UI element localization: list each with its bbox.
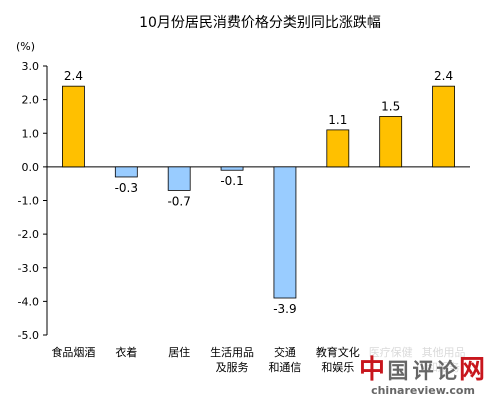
data-label: -0.7 [167,194,190,208]
watermark-char: 论 [437,358,459,383]
data-label: 2.4 [434,69,453,83]
y-tick-label: 0.0 [22,161,40,174]
category-label: 食品烟酒 [51,345,95,359]
bar [326,129,350,168]
category-label: 生活用品 [210,345,254,359]
data-label: -0.1 [220,174,243,188]
category-label: 及服务 [216,361,249,374]
data-label: -3.9 [273,302,296,316]
category-label: 教育文化 [316,345,360,359]
y-tick-label: 3.0 [22,60,40,73]
chart-title: 10月份居民消费价格分类别同比涨跌幅 [139,15,381,31]
y-tick-label: -3.0 [18,262,39,275]
watermark-char: 评 [413,358,434,383]
axes: 3.0 2.0 1.0 0.0 -1.0 -2.0 -3.0 -4.0 -5.0 [18,60,470,342]
category-label: 居住 [168,345,190,359]
category-label: 和通信 [268,361,301,374]
bar [273,166,297,299]
y-tick-label: -2.0 [18,228,39,241]
watermark-char: 网 [459,355,485,385]
data-labels: 2.4 -0.3 -0.7 -0.1 -3.9 1.1 1.5 2.4 [64,69,453,316]
data-label: 1.1 [328,113,347,127]
watermark-backdrop [360,343,492,399]
y-tick-label: -4.0 [18,295,39,308]
y-tick-label: 2.0 [22,94,40,107]
watermark-url: chinareview.com [371,384,475,397]
y-tick-label: -1.0 [18,195,39,208]
y-tick-label: 1.0 [22,127,40,140]
data-label: 2.4 [64,69,83,83]
category-label: 交通 [274,345,296,359]
bar [432,85,455,168]
bar [379,116,403,168]
bar [220,166,244,171]
bar [62,85,85,168]
category-label: 和娱乐 [321,360,354,374]
data-label: 1.5 [381,99,400,113]
y-unit-label: (%) [16,40,35,53]
bars [62,85,455,299]
watermark-char: 中 [359,355,385,385]
y-tick-label: -5.0 [18,329,39,342]
bar [167,166,191,191]
data-label: -0.3 [115,181,138,195]
watermark-logo: 中国评论网chinareview.com [359,343,492,399]
bar [114,166,138,178]
watermark-char: 国 [388,358,409,383]
category-label: 衣着 [115,345,137,359]
